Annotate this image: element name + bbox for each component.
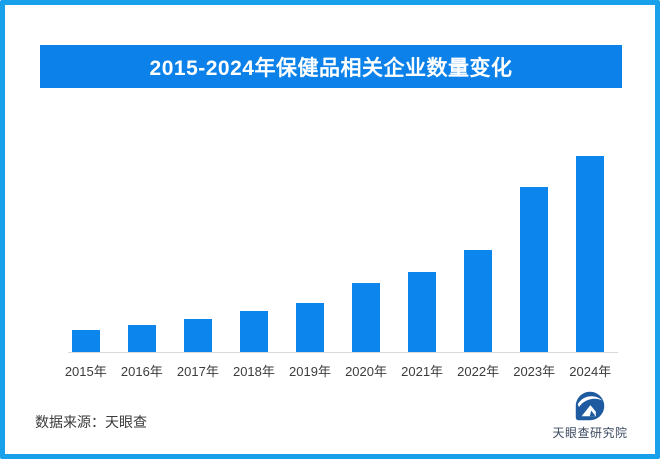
chart-title: 2015-2024年保健品相关企业数量变化 (149, 56, 513, 80)
x-tick-label: 2022年 (457, 364, 500, 379)
bar-2024年 (576, 156, 605, 352)
bar-2019年 (296, 303, 324, 352)
x-tick-label: 2018年 (232, 364, 275, 379)
x-tick-label: 2015年 (64, 364, 107, 379)
bar-2016年 (127, 325, 156, 352)
x-tick-label: 2017年 (176, 364, 219, 379)
x-tick-label: 2024年 (569, 364, 612, 379)
bar-2021年 (408, 272, 437, 352)
logo: 天眼查研究院 (542, 390, 638, 441)
data-source-text: 数据来源：天眼查 (35, 414, 147, 430)
bar-2015年 (71, 330, 100, 352)
x-tick-label: 2020年 (345, 364, 387, 379)
bar-2017年 (183, 319, 212, 352)
x-axis-line (68, 352, 618, 353)
bar-2023年 (520, 187, 549, 352)
x-tick-label: 2019年 (289, 364, 331, 379)
bar-2020年 (352, 283, 381, 352)
x-tick-label: 2016年 (120, 364, 163, 379)
chart-title-banner: 2015-2024年保健品相关企业数量变化 (40, 45, 622, 88)
bar-2018年 (239, 311, 268, 352)
logo-label: 天眼查研究院 (552, 426, 628, 440)
bar-2022年 (464, 250, 493, 352)
x-tick-label: 2023年 (513, 364, 556, 379)
tianyancha-logo-icon (574, 390, 606, 422)
x-tick-label: 2021年 (401, 364, 444, 379)
